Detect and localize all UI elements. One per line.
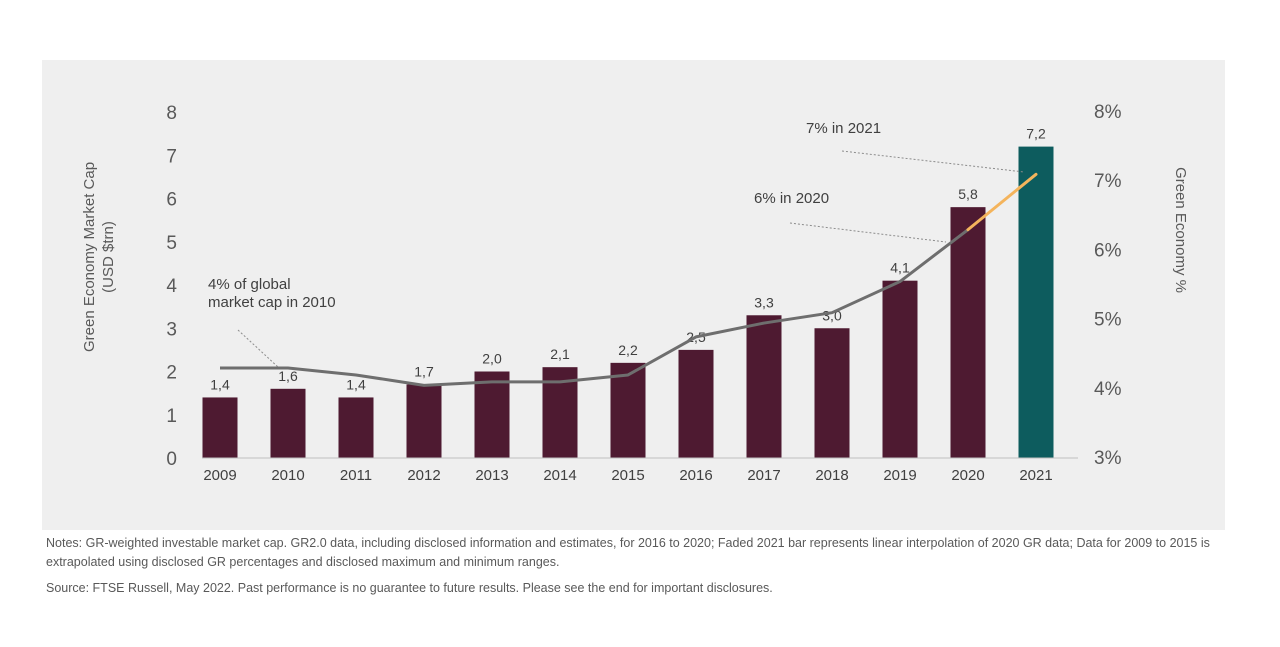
bar-2015: [610, 362, 646, 458]
data-label-2014: 2,1: [550, 346, 570, 362]
y-tick-label: 0: [166, 449, 177, 470]
bar-2020: [950, 207, 986, 458]
data-label-2013: 2,0: [482, 351, 502, 367]
y-tick-label: 8: [166, 103, 177, 124]
data-label-2009: 1,4: [210, 376, 230, 392]
annotation-2010-line: market cap in 2010: [208, 294, 336, 311]
bar-2017: [746, 315, 782, 458]
bar-2009: [202, 397, 238, 458]
bar-2021: [1018, 146, 1054, 458]
bar-2013: [474, 371, 510, 458]
x-tick-label: 2009: [203, 467, 236, 484]
x-tick-label: 2021: [1019, 467, 1052, 484]
x-tick-label: 2015: [611, 467, 644, 484]
annotation-2021: 7% in 2021: [806, 120, 881, 137]
data-label-2017: 3,3: [754, 294, 774, 310]
bars: [202, 146, 1054, 458]
y-tick-label: 6: [166, 190, 177, 211]
y2-tick-label: 6%: [1094, 240, 1122, 261]
percent-line-main: [220, 228, 969, 387]
data-label-2010: 1,6: [278, 368, 298, 384]
data-label-2012: 1,7: [414, 363, 434, 379]
y-tick-label: 7: [166, 146, 177, 167]
x-tick-label: 2016: [679, 467, 712, 484]
annotation-2010-line: 4% of global: [208, 276, 291, 293]
bar-2018: [814, 328, 850, 458]
x-tick-label: 2014: [543, 467, 576, 484]
data-label-2021: 7,2: [1026, 126, 1046, 142]
percent-line: [220, 172, 1038, 387]
chart-svg: 0 1 2 3 4 5 6 7 8 3% 4% 5% 6% 7% 8% 1,4 1,6 1,4 1,7 2,0 2,…: [81, 102, 1189, 484]
bar-2010: [270, 388, 306, 458]
bar-data-labels: 1,41,61,41,72,0 2,1 2,22,53,33,04,15,87,2: [210, 126, 1046, 393]
x-tick-label: 2019: [883, 467, 916, 484]
chart-source: Source: FTSE Russell, May 2022. Past per…: [46, 581, 773, 595]
y2-tick-label: 5%: [1094, 310, 1122, 331]
y2-tick-label: 7%: [1094, 171, 1122, 192]
x-tick-label: 2013: [475, 467, 508, 484]
y2-axis-title: Green Economy %: [1172, 167, 1189, 293]
x-tick-label: 2011: [340, 467, 372, 484]
y-tick-label: 4: [166, 276, 177, 297]
y-tick-label: 5: [166, 233, 177, 254]
right-axis-ticks: 3% 4% 5% 6% 7% 8%: [1094, 102, 1122, 469]
annotation-2020: 6% in 2020: [754, 190, 829, 207]
left-axis-ticks: 0 1 2 3 4 5 6 7 8: [166, 103, 177, 470]
chart-panel: 0 1 2 3 4 5 6 7 8 3% 4% 5% 6% 7% 8% 1,4 1,6 1,4 1,7 2,0 2,…: [42, 60, 1225, 530]
x-axis-ticks: 2009 2010 2011 2012 2013 2014 2015 2016 2017 2018…: [203, 467, 1052, 484]
y-axis-title-line: (USD $trn): [100, 221, 117, 293]
percent-line-projected: [966, 172, 1038, 232]
y2-tick-label: 8%: [1094, 102, 1122, 123]
data-label-2020: 5,8: [958, 186, 978, 202]
leader-2020: [789, 222, 947, 243]
annotation-leaders: [237, 150, 1025, 368]
x-tick-label: 2017: [747, 467, 780, 484]
data-label-2015: 2,2: [618, 342, 638, 358]
data-label-2011: 1,4: [346, 376, 366, 392]
bar-2012: [406, 384, 442, 458]
x-tick-label: 2012: [407, 467, 440, 484]
y-tick-label: 2: [166, 363, 177, 384]
bar-2016: [678, 349, 714, 458]
y2-tick-label: 3%: [1094, 448, 1122, 469]
y-tick-label: 3: [166, 319, 177, 340]
y-axis-title-line: Green Economy Market Cap: [81, 162, 98, 352]
y2-tick-label: 4%: [1094, 379, 1122, 400]
y-tick-label: 1: [166, 406, 177, 427]
leader-2010: [237, 329, 279, 368]
y-axis-title: Green Economy Market Cap (USD $trn): [81, 162, 117, 352]
x-tick-label: 2018: [815, 467, 848, 484]
bar-2011: [338, 397, 374, 458]
leader-2021: [841, 150, 1025, 173]
annotations: 4% of global market cap in 2010 6% in 2020…: [208, 120, 881, 311]
bar-2019: [882, 280, 918, 458]
x-tick-label: 2010: [271, 467, 304, 484]
data-label-2019: 4,1: [890, 260, 910, 276]
x-tick-label: 2020: [951, 467, 984, 484]
chart-notes: Notes: GR-weighted investable market cap…: [46, 536, 1210, 569]
annotation-2010: 4% of global market cap in 2010: [208, 276, 336, 311]
